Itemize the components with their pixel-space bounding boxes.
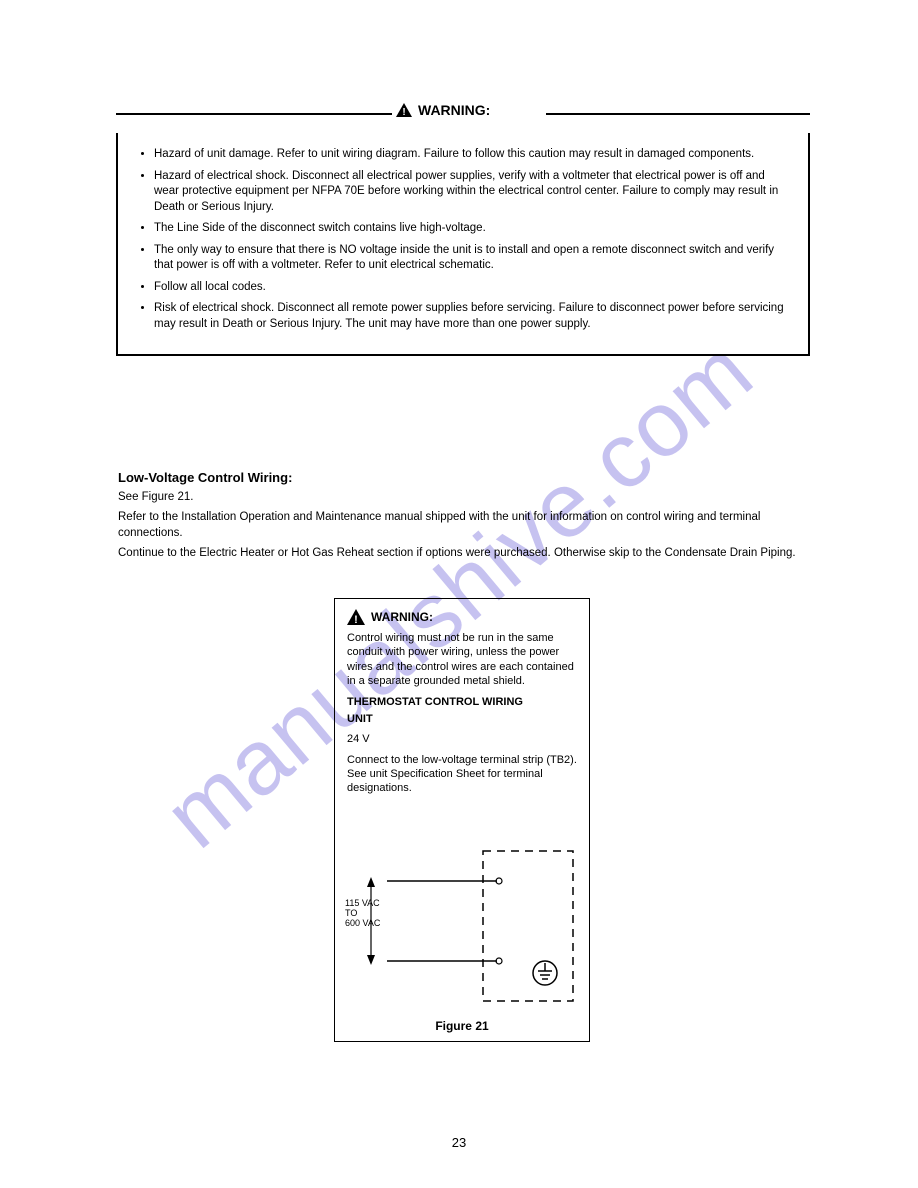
warning-item: Hazard of electrical shock. Disconnect a… <box>154 169 790 216</box>
section-title: Low-Voltage Control Wiring: <box>118 470 292 485</box>
warning-item: Follow all local codes. <box>154 280 790 296</box>
warning-box: Hazard of unit damage. Refer to unit wir… <box>116 133 810 356</box>
warning-item: The only way to ensure that there is NO … <box>154 243 790 274</box>
figure-vac-label: 115 VAC TO 600 VAC <box>345 899 389 929</box>
figure-warning-body: Control wiring must not be run in the sa… <box>347 631 577 688</box>
figure-diagram: 115 VAC TO 600 VAC <box>347 841 577 1011</box>
figure-warning-title: WARNING: <box>371 610 433 624</box>
figure-caption: Figure 21 <box>335 1019 589 1033</box>
warning-rule-left <box>116 113 392 115</box>
warning-item: Risk of electrical shock. Disconnect all… <box>154 301 790 332</box>
page-number: 23 <box>0 1135 918 1150</box>
warning-rule-right <box>546 113 810 115</box>
svg-text:!: ! <box>402 107 405 117</box>
figure-header: THERMOSTAT CONTROL WIRING <box>347 696 577 708</box>
figure-unit-label: UNIT <box>347 712 577 726</box>
warning-title-text: WARNING: <box>418 102 490 118</box>
warning-icon: ! <box>396 103 412 117</box>
figure-box: ! WARNING: Control wiring must not be ru… <box>334 598 590 1042</box>
section-paragraph: Continue to the Electric Heater or Hot G… <box>118 546 812 562</box>
section-paragraph: Refer to the Installation Operation and … <box>118 510 812 541</box>
warning-item: The Line Side of the disconnect switch c… <box>154 221 790 237</box>
page: manualshive.com ! WARNING: Hazard of uni… <box>0 0 918 1188</box>
warning-section: ! WARNING: Hazard of unit damage. Refer … <box>116 104 810 356</box>
warning-item: Hazard of unit damage. Refer to unit wir… <box>154 147 790 163</box>
warning-icon: ! <box>347 609 365 625</box>
figure-vac-line2: 600 VAC <box>345 919 389 929</box>
warning-list: Hazard of unit damage. Refer to unit wir… <box>136 147 790 332</box>
section-paragraph: See Figure 21. <box>118 490 812 506</box>
warning-title: ! WARNING: <box>396 102 490 118</box>
warning-title-row: ! WARNING: <box>116 104 810 124</box>
figure-vac-line1: 115 VAC TO <box>345 899 389 919</box>
svg-text:!: ! <box>354 614 358 625</box>
figure-tstat-text: Connect to the low-voltage terminal stri… <box>347 753 577 796</box>
figure-warning-title-row: ! WARNING: <box>347 609 577 625</box>
figure-volt-label: 24 V <box>347 732 577 746</box>
